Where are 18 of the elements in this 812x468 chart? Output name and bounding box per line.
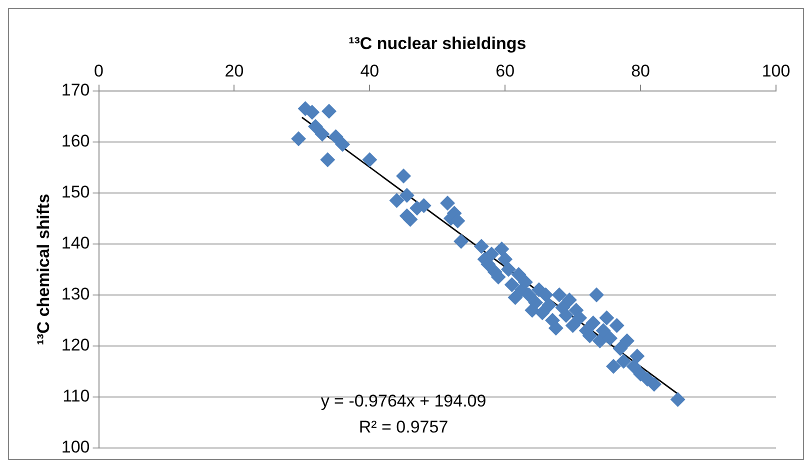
x-tick-label: 100 [762, 61, 790, 80]
x-tick-label: 20 [224, 61, 244, 80]
x-axis-title: ¹³C nuclear shieldings [348, 34, 526, 53]
y-tick-label: 160 [61, 132, 90, 151]
x-tick-label: 40 [360, 61, 380, 80]
y-tick-label: 140 [61, 234, 90, 253]
x-tick-label: 0 [94, 61, 104, 80]
y-tick-label: 170 [61, 80, 90, 100]
x-tick-label: 80 [631, 61, 650, 80]
annotation: R² = 0.9757 [358, 418, 448, 437]
x-tick-label: 60 [496, 61, 515, 80]
y-tick-label: 150 [61, 182, 90, 202]
y-axis-title: ¹³C chemical shifts [34, 194, 53, 345]
y-tick-label: 100 [61, 438, 90, 457]
y-tick-label: 110 [62, 386, 90, 406]
y-tick-label: 120 [61, 336, 90, 355]
y-tick-label: 130 [61, 284, 90, 304]
annotation: y = -0.9764x + 194.09 [320, 392, 486, 411]
